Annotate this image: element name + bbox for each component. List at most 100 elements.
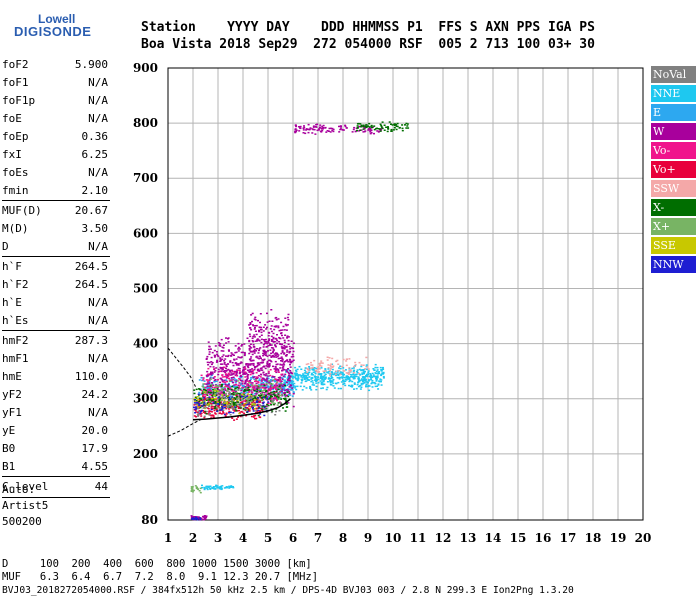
echo-point [370, 132, 373, 134]
echo-point [383, 129, 386, 131]
echo-point [222, 409, 225, 411]
echo-point [267, 386, 270, 388]
echo-point [203, 488, 206, 491]
echo-point [270, 356, 273, 358]
echo-point [194, 400, 196, 402]
legend-item-x-: X- [651, 199, 696, 216]
echo-point [371, 376, 374, 378]
echo-point [213, 394, 216, 397]
echo-point [225, 365, 228, 368]
echo-point [246, 411, 249, 413]
echo-cluster-w [248, 309, 290, 376]
echo-point [247, 401, 250, 403]
echo-point [221, 383, 223, 386]
echo-point [201, 392, 204, 395]
echo-point [271, 376, 274, 378]
echo-point [306, 371, 309, 373]
echo-point [219, 384, 221, 386]
echo-point [341, 129, 344, 131]
echo-point [248, 410, 251, 412]
echo-point [342, 383, 345, 385]
echo-point [242, 385, 245, 388]
echo-point [301, 380, 303, 382]
echo-point [231, 399, 234, 402]
echo-point [272, 393, 275, 395]
echo-point [220, 385, 223, 387]
echo-point [243, 372, 245, 374]
echo-point [254, 394, 256, 397]
echo-point [263, 374, 266, 376]
echo-point [232, 412, 235, 414]
y-tick-label: 500 [133, 281, 158, 295]
echo-point [320, 374, 323, 376]
echo-point [224, 403, 227, 405]
echo-point [289, 387, 292, 389]
echo-point [285, 354, 288, 356]
echo-point [359, 384, 362, 387]
echo-point [284, 381, 287, 383]
echo-point [229, 360, 232, 362]
echo-point [339, 373, 342, 376]
echo-point [257, 409, 260, 412]
echo-point [294, 366, 297, 369]
echo-point [268, 320, 271, 322]
echo-point [239, 379, 242, 382]
echo-point [351, 380, 354, 383]
echo-point [236, 399, 239, 402]
echo-point [219, 381, 222, 384]
echo-point [197, 415, 199, 417]
echo-point [200, 397, 202, 400]
echo-point [325, 131, 328, 133]
echo-point [285, 402, 288, 405]
echo-point [329, 368, 332, 370]
echo-point [258, 330, 260, 333]
echo-point [356, 125, 359, 127]
echo-point [291, 383, 293, 385]
echo-point [303, 125, 305, 127]
echo-point [308, 128, 311, 131]
footer-muf-row: MUF 6.3 6.4 6.7 7.2 8.0 9.1 12.3 20.7 [M… [2, 571, 319, 583]
echo-point [282, 397, 285, 400]
echo-point [221, 380, 224, 382]
echo-point [234, 401, 237, 404]
echo-point [199, 413, 202, 415]
echo-point [232, 392, 235, 394]
echo-point [210, 384, 213, 386]
echo-point [197, 402, 200, 404]
echo-point [201, 405, 204, 407]
echo-point [276, 355, 279, 358]
echo-point [234, 381, 237, 384]
echo-point [259, 321, 261, 324]
echo-point [205, 410, 208, 413]
echo-point [373, 382, 375, 384]
echo-point [381, 368, 384, 371]
echo-point [280, 373, 283, 376]
echo-point [256, 340, 258, 342]
echo-point [373, 369, 376, 371]
echo-point [209, 385, 212, 387]
echo-point [308, 371, 311, 373]
echo-point [203, 393, 206, 396]
echo-point [267, 370, 270, 373]
echo-point [218, 344, 221, 346]
echo-point [249, 343, 252, 345]
echo-point [339, 367, 342, 370]
echo-point [257, 405, 260, 408]
echo-point [281, 373, 284, 375]
echo-point [199, 518, 202, 521]
echo-point [241, 375, 244, 378]
echo-point [255, 372, 258, 374]
echo-point [291, 353, 294, 356]
echo-point [335, 370, 338, 372]
echo-point [256, 404, 259, 406]
echo-point [262, 371, 265, 373]
echo-point [284, 385, 287, 388]
echo-point [249, 385, 252, 387]
echo-point [280, 380, 283, 383]
echo-point [253, 392, 256, 395]
echo-point [228, 380, 231, 383]
echo-point [238, 356, 241, 359]
echo-point [292, 380, 295, 383]
echo-point [210, 390, 212, 392]
echo-point [316, 368, 319, 370]
